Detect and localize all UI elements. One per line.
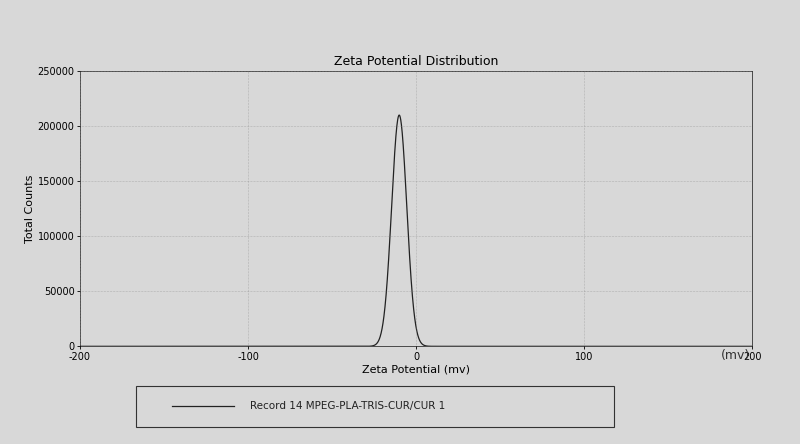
- Title: Zeta Potential Distribution: Zeta Potential Distribution: [334, 56, 498, 68]
- Text: (mv): (mv): [722, 349, 750, 361]
- X-axis label: Zeta Potential (mv): Zeta Potential (mv): [362, 365, 470, 375]
- FancyBboxPatch shape: [135, 386, 614, 427]
- Y-axis label: Total Counts: Total Counts: [25, 174, 34, 243]
- Text: Record 14 MPEG-PLA-TRIS-CUR/CUR 1: Record 14 MPEG-PLA-TRIS-CUR/CUR 1: [250, 401, 446, 411]
